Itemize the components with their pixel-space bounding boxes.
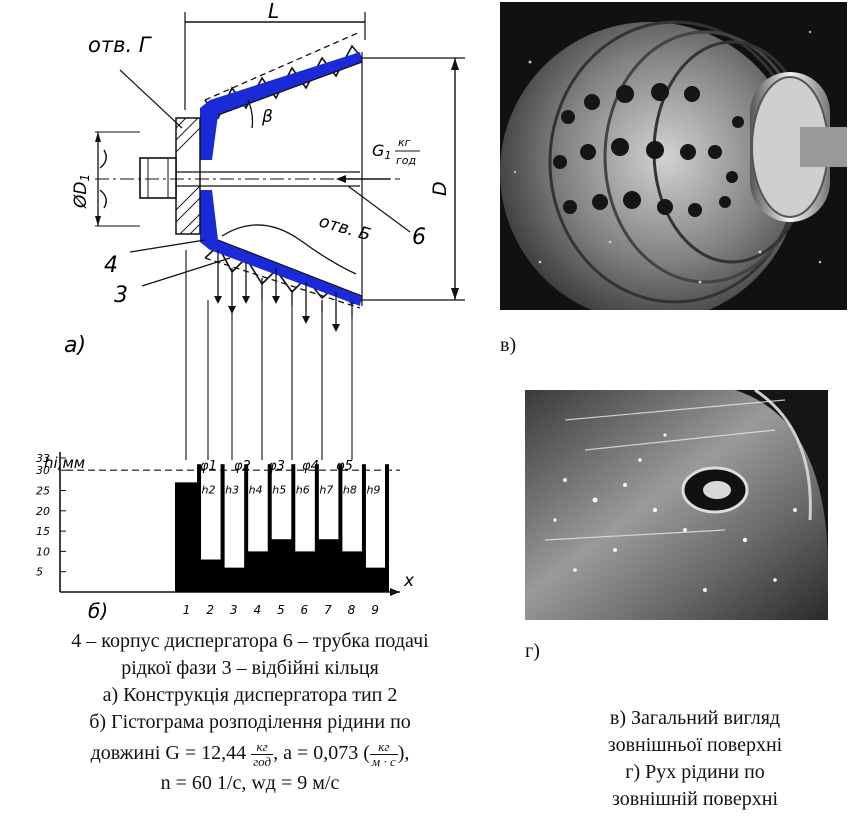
y-tick-label: 10 [36,545,50,558]
bin-wall [385,464,389,592]
phi-label: φ4 [302,459,319,474]
caption-left-line5: довжині G = 12,44 кг год , a = 0,073 ( к… [90,738,410,769]
photo-liquid-motion [525,390,828,620]
bin-wall [220,464,225,592]
x-tick-label: 9 [371,603,379,617]
bar [198,559,223,592]
h-label: h5 [272,483,286,496]
h-label: h9 [366,483,380,496]
caption-left-line1: 4 – корпус диспергатора 6 – трубка подач… [71,630,429,652]
x-tick-label: 3 [230,603,238,617]
caption-right-line2: зовнішньої поверхні [607,734,783,756]
label-d1: ØD1 [71,174,92,209]
label-otv-g: отв. Г [88,33,153,57]
x-tick-label: 1 [183,603,191,617]
bar [316,539,340,592]
label-a: а) [64,333,86,358]
caption-left-line6: n = 60 1/c, wд = 9 м/с [160,772,340,794]
y-tick-label: 5 [36,566,43,579]
bin-wall [314,464,319,592]
y-tick-label: 20 [36,505,50,518]
bin-wall [197,464,202,592]
caption-right-line1: в) Загальний вигляд [609,707,781,729]
bar [175,482,199,592]
y-tick-label: 33 [36,452,50,465]
liquid-motion-photo [525,390,828,620]
bar [245,551,270,592]
label-D: D [429,181,451,196]
phi-label: φ2 [234,459,251,474]
x-tick-label: 5 [277,603,285,617]
y-axis-label: hi,мм [44,454,85,472]
bin-wall [291,464,296,592]
label-6: 6 [412,225,426,250]
label-g: г) [525,640,540,662]
y-tick-label: 25 [36,484,50,497]
h-label: h4 [249,483,263,496]
x-tick-label: 2 [206,603,214,617]
x-axis-label: x [403,571,415,591]
x-tick-label: 7 [324,603,332,617]
photo-outer-surface [500,2,847,310]
caption-left: 4 – корпус диспергатора 6 – трубка подач… [0,628,500,797]
caption-left-line4: б) Гістограма розподілення рідини по [89,711,411,733]
h-label: h3 [225,483,239,496]
label-v: в) [500,334,517,356]
h-label: h2 [202,483,216,496]
bar [339,551,364,592]
label-beta: β [261,107,273,127]
bar [269,539,293,592]
bin-wall [244,464,249,592]
bar [222,567,246,592]
caption-right: в) Загальний вигляд зовнішньої поверхні … [560,705,830,813]
bin-wall [338,464,343,592]
x-tick-label: 8 [348,603,356,617]
caption-left-line2: рідкої фази 3 – відбійні кільця [121,657,379,679]
label-g1-den: год [396,154,416,167]
phi-label: φ5 [336,459,353,474]
label-3: 3 [114,283,128,308]
disperser-outer-photo [500,2,847,310]
label-otv-b: отв. Б [317,212,373,246]
caption-right-line4: зовнішній поверхні [611,788,778,810]
label-4: 4 [104,253,118,278]
h-label: h1 [178,483,192,496]
caption-right-line3: г) Рух рідини по [625,761,765,783]
phi-label: φ3 [268,459,285,474]
disperser-drawing: L отв. Г β G1 кг год ØD1 D отв. Б 6 4 3 … [64,0,465,460]
x-tick-label: 4 [253,603,261,617]
y-tick-label: 30 [36,464,50,477]
h-label: h6 [296,483,310,496]
bin-wall [267,464,272,592]
label-g1: G1 [372,141,391,162]
phi-label: φ1 [200,459,217,474]
label-L: L [268,0,279,23]
caption-left-line3: а) Конструкція диспергатора тип 2 [102,684,398,706]
panel-label-b: б) [88,599,108,620]
bar [363,567,387,592]
bar [292,551,317,592]
x-tick-label: 6 [301,603,309,617]
x-axis-arrow [390,588,400,596]
y-tick-label: 15 [36,525,50,538]
h-label: h8 [343,483,357,496]
bin-wall [361,464,366,592]
label-g1-num: кг [398,136,411,149]
h-label: h7 [319,483,333,496]
